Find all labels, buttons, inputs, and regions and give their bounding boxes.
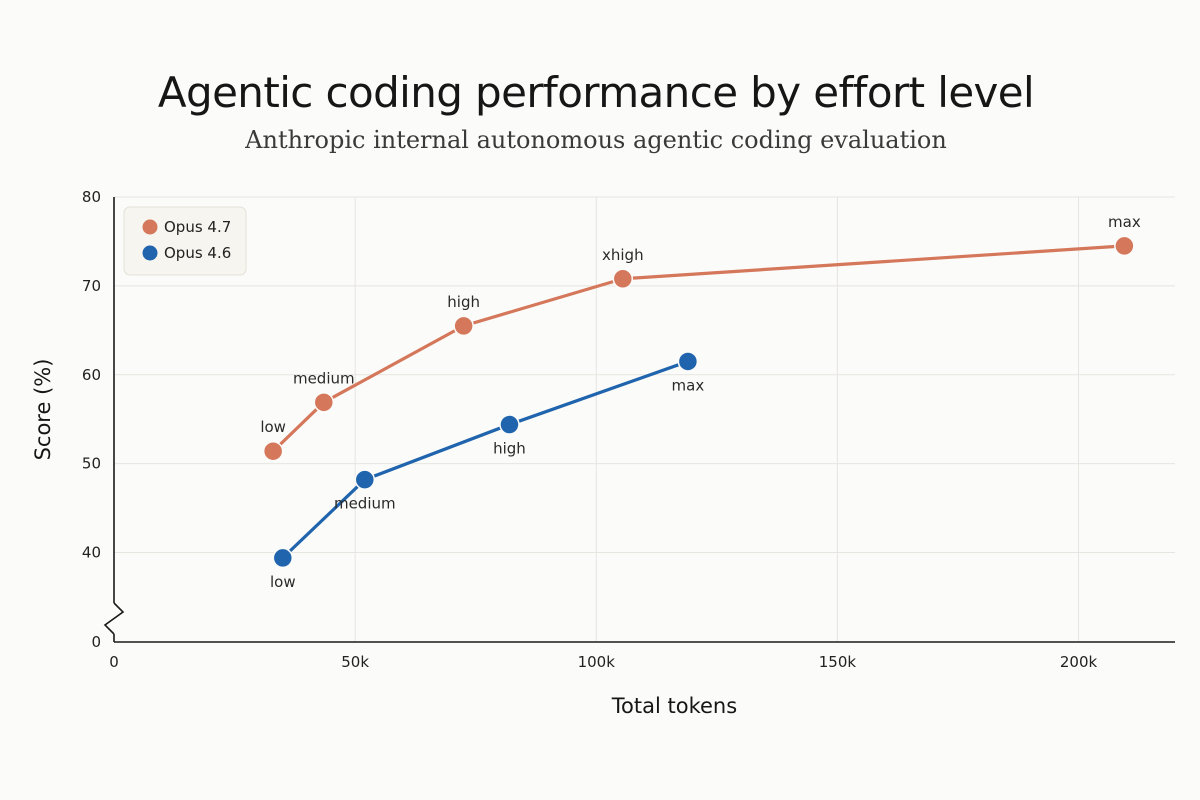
point-label: high (447, 293, 480, 311)
y-tick-label: 70 (82, 277, 101, 295)
x-tick-label: 150k (819, 653, 857, 671)
y-tick-label: 50 (82, 455, 101, 473)
data-point (612, 268, 634, 290)
data-point (262, 440, 284, 462)
point-label: max (672, 376, 705, 394)
data-point (499, 414, 520, 435)
series-1: low medium high max (270, 351, 705, 591)
legend-label: Opus 4.7 (164, 218, 231, 236)
legend-marker (142, 219, 158, 235)
point-label: medium (293, 369, 355, 387)
axes (103, 197, 1175, 643)
point-label: high (493, 440, 526, 458)
x-tick-label: 0 (109, 653, 119, 671)
y-tick-label: 40 (82, 544, 101, 562)
data-point (313, 392, 335, 413)
chart-title: Agentic coding performance by effort lev… (157, 68, 1035, 117)
series: low medium high xhigh max low medium high max (260, 213, 1140, 591)
x-axis-ticks: 0 50k 100k 150k 200k (109, 653, 1097, 671)
legend-marker (142, 245, 158, 261)
y-tick-label: 80 (82, 188, 101, 206)
legend: Opus 4.7 Opus 4.6 (123, 206, 247, 276)
series-line (271, 244, 1126, 453)
point-label: low (270, 573, 296, 591)
point-label: low (260, 418, 286, 436)
y-axis-title: Score (%) (31, 359, 55, 461)
y-axis-break (103, 602, 125, 635)
point-label: max (1108, 213, 1141, 231)
x-tick-label: 50k (341, 653, 369, 671)
series-0: low medium high xhigh max (260, 213, 1141, 462)
chart-subtitle: Anthropic internal autonomous agentic co… (245, 126, 947, 154)
x-tick-label: 100k (578, 653, 616, 671)
y-tick-label: 0 (91, 633, 101, 651)
series-line (281, 359, 690, 560)
data-point (1114, 235, 1135, 257)
point-label: xhigh (602, 246, 644, 264)
data-point (354, 469, 376, 490)
data-point (272, 547, 294, 569)
data-point (453, 315, 474, 337)
data-point (677, 351, 699, 372)
point-label: medium (334, 495, 396, 513)
x-tick-label: 200k (1060, 653, 1098, 671)
x-axis-title: Total tokens (611, 694, 737, 718)
legend-label: Opus 4.6 (164, 244, 231, 262)
y-axis-ticks: 0 40 50 60 70 80 (82, 188, 101, 651)
y-tick-label: 60 (82, 366, 101, 384)
